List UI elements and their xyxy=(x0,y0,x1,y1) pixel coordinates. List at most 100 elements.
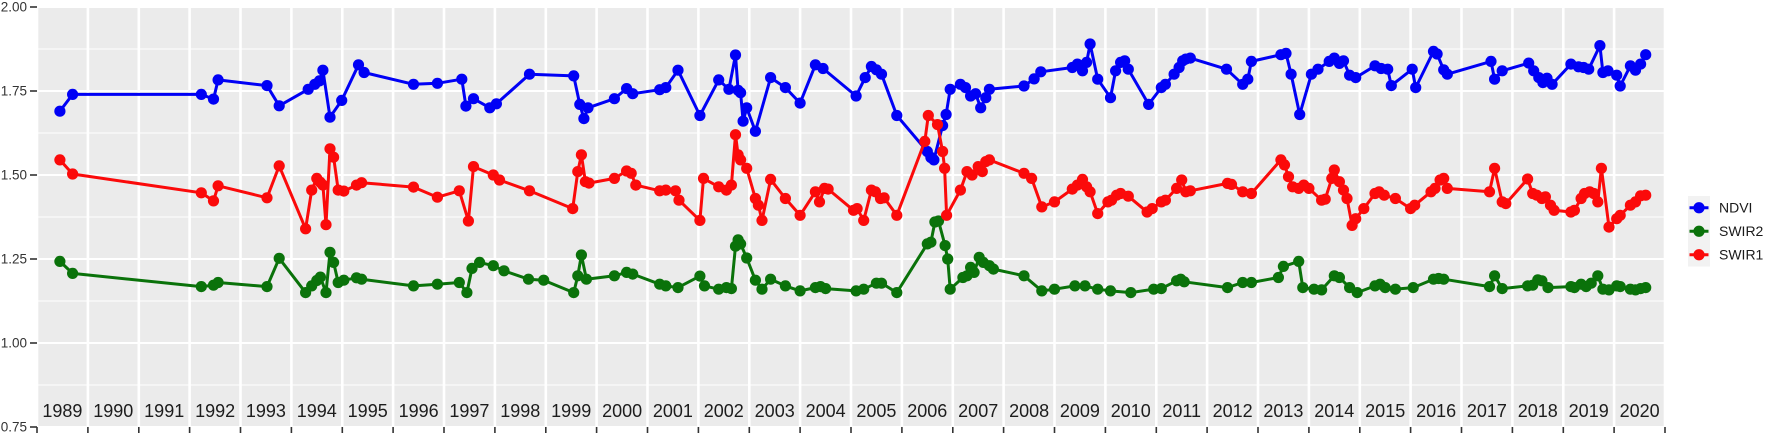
NDVI-point xyxy=(1285,68,1297,80)
NDVI-point xyxy=(1143,98,1155,110)
SWIR1-point xyxy=(1429,182,1441,194)
NDVI-point xyxy=(1640,49,1652,61)
y-axis-labels: 2.00 1.75 1.50 1.25 1.00 0.75 xyxy=(1,0,27,435)
NDVI-point xyxy=(67,88,79,100)
legend-key-point-NDVI xyxy=(1693,202,1705,214)
NDVI-point xyxy=(1245,55,1257,67)
SWIR1-point xyxy=(67,168,79,180)
SWIR1-point xyxy=(1358,203,1370,215)
x-axis-ticks xyxy=(36,427,1666,433)
SWIR1-point xyxy=(1539,191,1551,203)
NDVI-point xyxy=(928,154,940,166)
SWIR1-point xyxy=(822,183,834,195)
SWIR2-point xyxy=(698,280,711,292)
SWIR1-point xyxy=(1603,221,1615,233)
SWIR1-point xyxy=(729,129,742,141)
SWIR1-point xyxy=(1592,196,1604,208)
SWIR2-point xyxy=(987,263,1000,275)
NDVI-point xyxy=(627,88,639,100)
x-year-label: 1991 xyxy=(144,401,184,421)
NDVI-point xyxy=(608,93,621,105)
SWIR2-point xyxy=(461,287,473,299)
SWIR2-point xyxy=(608,270,621,282)
SWIR2-point xyxy=(1069,280,1081,292)
SWIR1-point xyxy=(813,196,826,208)
SWIR2-point xyxy=(466,262,478,274)
SWIR1-point xyxy=(794,209,806,221)
NDVI-point xyxy=(358,66,370,79)
SWIR2-point xyxy=(338,274,350,286)
x-year-label: 2010 xyxy=(1111,401,1151,421)
NDVI-point xyxy=(1385,80,1397,92)
SWIR1-point xyxy=(1282,171,1295,183)
y-axis-label: 1.25 xyxy=(1,252,27,267)
SWIR1-point xyxy=(1341,192,1353,205)
NDVI-point xyxy=(694,109,706,122)
x-year-label: 2015 xyxy=(1365,401,1405,421)
SWIR1-point xyxy=(765,173,777,185)
NDVI-point xyxy=(1110,65,1122,77)
SWIR1-point xyxy=(858,214,870,226)
SWIR2-point xyxy=(1104,285,1117,297)
SWIR2-point xyxy=(273,252,285,264)
NDVI-point xyxy=(1035,66,1047,78)
SWIR1-point xyxy=(567,203,579,215)
x-year-label: 1995 xyxy=(348,401,388,421)
NDVI-point xyxy=(741,102,753,114)
x-year-label: 2011 xyxy=(1162,401,1201,421)
SWIR2-point xyxy=(944,283,956,295)
x-year-label: 2019 xyxy=(1569,401,1609,421)
NDVI-point xyxy=(1611,69,1623,81)
NDVI-point xyxy=(1092,73,1104,85)
legend-label-SWIR2: SWIR2 xyxy=(1719,223,1764,239)
SWIR2-point xyxy=(1585,277,1597,289)
x-year-label: 2016 xyxy=(1416,401,1456,421)
NDVI-point xyxy=(490,98,502,110)
NDVI-point xyxy=(324,111,336,123)
SWIR1-point xyxy=(1441,182,1453,194)
SWIR1-point xyxy=(1278,159,1291,171)
SWIR2-point xyxy=(1483,281,1496,293)
NDVI-point xyxy=(1220,63,1233,75)
SWIR1-point xyxy=(1122,190,1134,202)
gridlines-vertical-years xyxy=(35,7,1667,427)
NDVI-point xyxy=(261,80,273,92)
NDVI-point xyxy=(817,62,829,75)
SWIR2-point xyxy=(580,273,593,285)
SWIR1-point xyxy=(261,192,273,204)
NDVI-point xyxy=(352,59,365,71)
SWIR1-point xyxy=(1184,185,1196,197)
SWIR1-point xyxy=(467,161,480,173)
SWIR2-point xyxy=(858,283,870,295)
SWIR2-point xyxy=(498,265,510,277)
NDVI-point xyxy=(1583,63,1595,75)
SWIR2-point xyxy=(1092,283,1104,295)
SWIR1-point xyxy=(983,154,996,166)
SWIR2-point xyxy=(735,238,747,250)
SWIR1-point xyxy=(1483,186,1496,198)
SWIR2-point xyxy=(1178,276,1190,288)
NDVI-point xyxy=(1635,58,1647,70)
SWIR1-point xyxy=(966,169,978,181)
NDVI-point xyxy=(1496,65,1508,77)
SWIR2-point xyxy=(1438,273,1450,285)
SWIR1-point xyxy=(1159,194,1171,206)
SWIR2-point xyxy=(261,281,273,293)
NDVI-point xyxy=(940,108,952,121)
SWIR2-point xyxy=(1542,282,1554,294)
SWIR1-point xyxy=(1378,189,1390,201)
NDVI-point xyxy=(970,88,982,100)
legend-entry-SWIR1: SWIR1 xyxy=(1688,243,1764,267)
NDVI-point xyxy=(1441,68,1453,80)
SWIR2-point xyxy=(925,236,937,248)
NDVI-point xyxy=(980,92,992,104)
SWIR2-point xyxy=(1125,287,1137,299)
NDVI-point xyxy=(1104,92,1117,104)
NDVI-point xyxy=(195,88,207,100)
NDVI-point xyxy=(1294,108,1306,121)
SWIR1-point xyxy=(338,185,350,197)
legend-entry-SWIR2: SWIR2 xyxy=(1688,219,1764,243)
SWIR1-point xyxy=(273,160,285,172)
SWIR1-point xyxy=(937,145,949,158)
SWIR1-point xyxy=(941,209,953,221)
